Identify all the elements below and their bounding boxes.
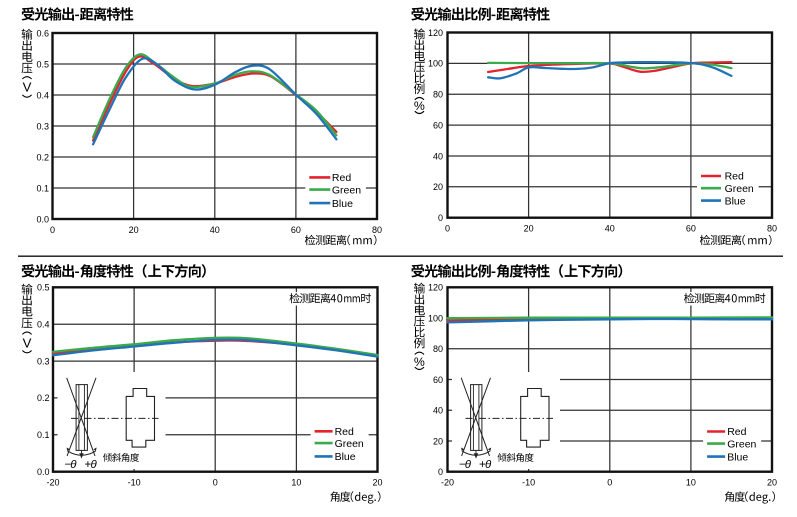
- svg-text:-20: -20: [46, 478, 59, 488]
- svg-text:-20: -20: [441, 478, 454, 488]
- svg-text:Green: Green: [332, 184, 361, 196]
- svg-text:10: 10: [291, 478, 301, 488]
- svg-text:80: 80: [433, 90, 443, 100]
- svg-text:0.2: 0.2: [37, 393, 50, 403]
- svg-text:0.1: 0.1: [36, 183, 49, 193]
- svg-text:0.6: 0.6: [36, 28, 49, 38]
- svg-text:Green: Green: [725, 183, 754, 195]
- svg-text:Blue: Blue: [727, 451, 748, 463]
- svg-text:20: 20: [767, 478, 777, 488]
- svg-text:-10: -10: [522, 478, 535, 488]
- svg-text:40: 40: [433, 406, 443, 416]
- svg-text:40: 40: [433, 151, 443, 161]
- svg-text:Red: Red: [727, 426, 746, 438]
- svg-text:−θ: −θ: [459, 459, 472, 471]
- svg-text:Blue: Blue: [335, 451, 356, 463]
- svg-text:V: V: [23, 80, 32, 95]
- svg-text:20: 20: [433, 182, 443, 192]
- svg-text:80: 80: [767, 224, 777, 234]
- svg-text:Red: Red: [335, 426, 354, 438]
- svg-text:−θ: −θ: [64, 459, 77, 471]
- svg-text:0.4: 0.4: [36, 90, 49, 100]
- svg-text:0: 0: [438, 213, 443, 223]
- svg-text:100: 100: [428, 313, 443, 323]
- svg-text:+θ: +θ: [479, 459, 492, 471]
- svg-text:120: 120: [428, 28, 443, 38]
- svg-text:0: 0: [213, 478, 218, 488]
- svg-text:20: 20: [129, 225, 139, 235]
- svg-text:100: 100: [428, 59, 443, 69]
- svg-text:80: 80: [372, 225, 382, 235]
- svg-text:Red: Red: [725, 171, 744, 183]
- svg-text:Blue: Blue: [725, 195, 746, 207]
- svg-text:10: 10: [686, 478, 696, 488]
- svg-text:40: 40: [210, 225, 220, 235]
- svg-text:0: 0: [607, 478, 612, 488]
- svg-text:60: 60: [686, 224, 696, 234]
- svg-text:Green: Green: [727, 438, 756, 450]
- svg-text:60: 60: [433, 120, 443, 130]
- svg-text:0: 0: [445, 224, 450, 234]
- svg-text:Red: Red: [332, 172, 351, 184]
- svg-text:0.5: 0.5: [37, 283, 50, 293]
- svg-text:80: 80: [433, 344, 443, 354]
- svg-text:0: 0: [50, 225, 55, 235]
- svg-text:+θ: +θ: [84, 459, 97, 471]
- svg-text:20: 20: [372, 478, 382, 488]
- svg-text:%: %: [414, 99, 425, 113]
- svg-text:60: 60: [433, 375, 443, 385]
- svg-text:%: %: [414, 355, 425, 369]
- svg-text:0.2: 0.2: [36, 152, 49, 162]
- svg-text:60: 60: [291, 225, 301, 235]
- svg-text:0.0: 0.0: [36, 214, 49, 224]
- svg-text:120: 120: [428, 283, 443, 293]
- svg-text:20: 20: [524, 224, 534, 234]
- svg-text:20: 20: [433, 436, 443, 446]
- svg-text:-10: -10: [128, 478, 141, 488]
- svg-text:0.1: 0.1: [37, 430, 50, 440]
- svg-text:40: 40: [605, 224, 615, 234]
- svg-text:0.3: 0.3: [36, 121, 49, 131]
- svg-text:0.4: 0.4: [37, 320, 50, 330]
- svg-text:V: V: [23, 336, 32, 351]
- svg-text:0.0: 0.0: [37, 467, 50, 477]
- svg-text:0: 0: [438, 467, 443, 477]
- svg-text:Green: Green: [335, 438, 364, 450]
- svg-text:0.5: 0.5: [36, 59, 49, 69]
- svg-text:0.3: 0.3: [37, 356, 50, 366]
- svg-text:Blue: Blue: [332, 198, 353, 210]
